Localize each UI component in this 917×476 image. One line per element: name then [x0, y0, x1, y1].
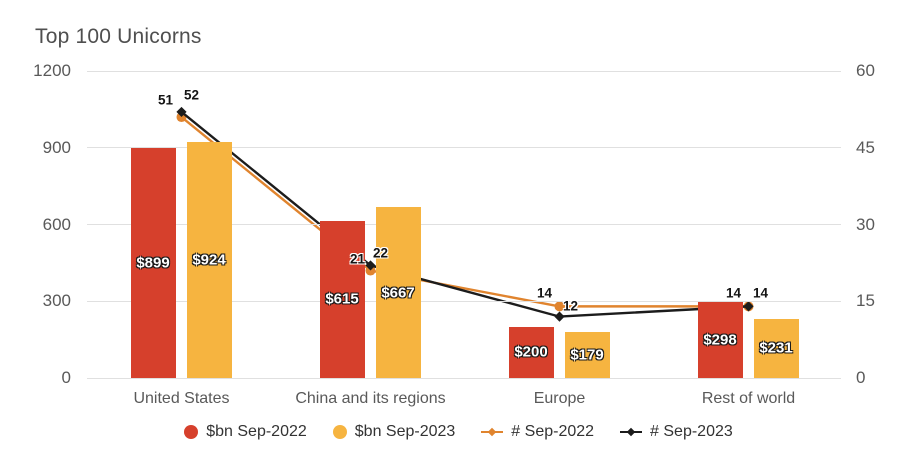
point-value-label: 12 [562, 298, 579, 314]
category-label: Europe [533, 390, 586, 407]
left-axis-tick-label: 0 [61, 368, 71, 387]
point-value-label: 21 [349, 251, 366, 267]
bar-series-0 [130, 148, 176, 378]
legend-circle-swatch [184, 425, 199, 439]
right-axis-tick-label: 15 [856, 291, 875, 311]
bar-series-0 [697, 301, 743, 378]
point-value-label: 22 [372, 245, 389, 261]
diamond-marker [176, 106, 187, 118]
bar-value-label: $667 [381, 284, 415, 302]
bar-series-0 [508, 326, 554, 378]
legend-label: # Sep-2023 [650, 423, 733, 440]
right-axis-tick-label: 0 [856, 368, 866, 387]
diamond-marker [365, 260, 376, 271]
legend-label: $bn Sep-2023 [354, 423, 456, 440]
chart-legend: $bn Sep-2022 $bn Sep-2023 # Sep-2022 # Sep-… [0, 423, 917, 441]
line-series-0 [180, 116, 749, 308]
legend-line-marker-swatch [620, 426, 643, 438]
point-value-label: 14 [536, 285, 553, 301]
circle-marker [743, 301, 754, 312]
bar-value-label: $179 [570, 346, 604, 364]
left-axis-tick-label: 300 [42, 291, 71, 311]
point-value-label: 14 [752, 285, 769, 301]
bar-series-1 [186, 141, 232, 378]
legend-line-marker-swatch [481, 426, 504, 438]
category-label: China and its regions [295, 390, 446, 407]
category-label: United States [133, 390, 230, 407]
bar-series-1 [753, 318, 799, 378]
gridline [87, 377, 841, 379]
chart-title: Top 100 Unicorns [35, 25, 202, 48]
bar-value-label: $231 [759, 339, 793, 357]
bar-series-1 [564, 332, 610, 378]
left-axis-tick-label: 1200 [33, 61, 71, 80]
legend-item: # Sep-2023 [620, 423, 733, 441]
bar-value-label: $200 [514, 343, 548, 361]
gridline [87, 300, 841, 302]
left-axis-tick-label: 600 [42, 214, 71, 234]
legend-circle-swatch [332, 425, 347, 439]
left-axis-tick-label: 900 [42, 137, 71, 157]
gridline [87, 147, 841, 149]
line-series-1 [180, 111, 749, 318]
bar-value-label: $615 [325, 290, 359, 308]
bar-value-label: $298 [703, 331, 737, 349]
legend-item: $bn Sep-2023 [332, 423, 456, 441]
legend-item: $bn Sep-2022 [184, 423, 307, 441]
legend-item: # Sep-2022 [481, 423, 594, 441]
gridline [87, 224, 841, 225]
point-value-label: 14 [725, 285, 742, 301]
bar-value-label: $924 [192, 251, 226, 269]
bar-value-label: $899 [136, 254, 170, 272]
point-value-label: 51 [157, 92, 174, 108]
bar-series-0 [319, 220, 365, 378]
bar-series-1 [375, 207, 421, 378]
legend-label: # Sep-2022 [511, 423, 595, 440]
right-axis-tick-label: 30 [856, 214, 875, 234]
circle-marker [365, 265, 376, 276]
diamond-marker [743, 301, 754, 312]
right-axis-tick-label: 45 [856, 137, 875, 157]
point-value-label: 52 [183, 87, 200, 103]
gridline [87, 70, 841, 72]
circle-marker [176, 112, 187, 123]
legend-label: $bn Sep-2022 [206, 423, 307, 440]
category-label: Rest of world [701, 390, 796, 407]
right-axis-tick-label: 60 [856, 61, 875, 80]
